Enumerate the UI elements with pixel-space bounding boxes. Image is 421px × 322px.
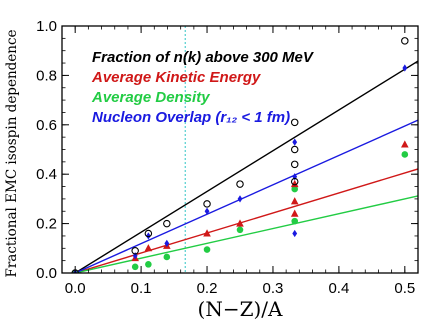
data-point-3-8 bbox=[292, 229, 298, 238]
legend: Fraction of n(k) above 300 MeV Average Ki… bbox=[91, 49, 315, 126]
data-point-1-4 bbox=[203, 229, 211, 237]
x-tick-label: 0.4 bbox=[328, 280, 349, 297]
data-point-0-8 bbox=[290, 160, 299, 169]
data-point-3-9 bbox=[402, 64, 408, 72]
data-point-2-1 bbox=[131, 263, 139, 271]
data-point-3-4 bbox=[204, 207, 210, 215]
data-point-0-7 bbox=[290, 145, 299, 154]
data-point-2-7 bbox=[291, 217, 299, 225]
data-point-1-9 bbox=[401, 140, 409, 148]
legend-entry-2: Average Density bbox=[91, 89, 210, 106]
fit-line-2 bbox=[75, 195, 418, 273]
axes: 0.0 0.1 0.2 0.3 0.4 0.5 0.0 0.2 0.4 0.6 0.8 1.0 (N−Z… bbox=[4, 18, 419, 321]
data-point-0-4 bbox=[203, 200, 211, 208]
data-point-2-2 bbox=[145, 261, 152, 268]
data-point-2-5 bbox=[236, 226, 244, 234]
x-axis-title: (N−Z)/A bbox=[198, 297, 283, 321]
data-point-1-2 bbox=[144, 244, 153, 252]
data-point-2-8 bbox=[401, 151, 409, 158]
y-tick-label: 0.2 bbox=[36, 216, 57, 233]
y-tick-label: 0.6 bbox=[36, 117, 57, 134]
data-point-0-3 bbox=[163, 219, 171, 228]
data-point-3-2 bbox=[145, 232, 151, 240]
data-point-0-10 bbox=[401, 37, 409, 45]
data-point-3-3 bbox=[164, 239, 170, 247]
data-point-2-4 bbox=[203, 246, 211, 253]
data-point-2-3 bbox=[163, 253, 171, 261]
x-tick-label: 0.1 bbox=[131, 280, 152, 297]
y-tick-label: 1.0 bbox=[36, 18, 57, 35]
x-tick-label: 0.5 bbox=[394, 280, 415, 297]
plot-content bbox=[71, 26, 418, 273]
y-tick-label: 0.4 bbox=[36, 166, 57, 183]
fit-line-3 bbox=[74, 119, 418, 273]
x-tick-label: 0.2 bbox=[197, 280, 218, 297]
data-point-1-7 bbox=[290, 197, 299, 205]
y-axis-title: Fractional EMC isospin dependence bbox=[4, 29, 20, 277]
data-point-0-9 bbox=[290, 177, 299, 186]
legend-entry-1: Average Kinetic Energy bbox=[91, 69, 261, 86]
x-tick-label: 0.3 bbox=[263, 280, 284, 297]
y-tick-label: 0.8 bbox=[36, 67, 57, 84]
data-point-3-6 bbox=[292, 138, 298, 146]
y-tick-label: 0.0 bbox=[36, 265, 57, 282]
fit-line-0 bbox=[74, 60, 418, 273]
data-point-1-8 bbox=[290, 209, 299, 217]
data-point-1-5 bbox=[236, 219, 244, 227]
data-point-0-1 bbox=[131, 247, 139, 255]
data-point-1-6 bbox=[290, 179, 299, 188]
data-point-0-6 bbox=[290, 118, 299, 127]
legend-entry-0: Fraction of n(k) above 300 MeV bbox=[92, 49, 315, 66]
data-point-0-5 bbox=[236, 180, 244, 188]
data-point-0-2 bbox=[144, 229, 153, 238]
plot-area bbox=[71, 26, 418, 273]
fit-line-1 bbox=[74, 168, 418, 273]
data-point-2-6 bbox=[291, 185, 299, 193]
x-tick-label: 0.0 bbox=[65, 280, 86, 297]
legend-entry-3: Nucleon Overlap (r₁₂ < 1 fm) bbox=[92, 109, 290, 126]
data-point-3-5 bbox=[237, 195, 243, 203]
